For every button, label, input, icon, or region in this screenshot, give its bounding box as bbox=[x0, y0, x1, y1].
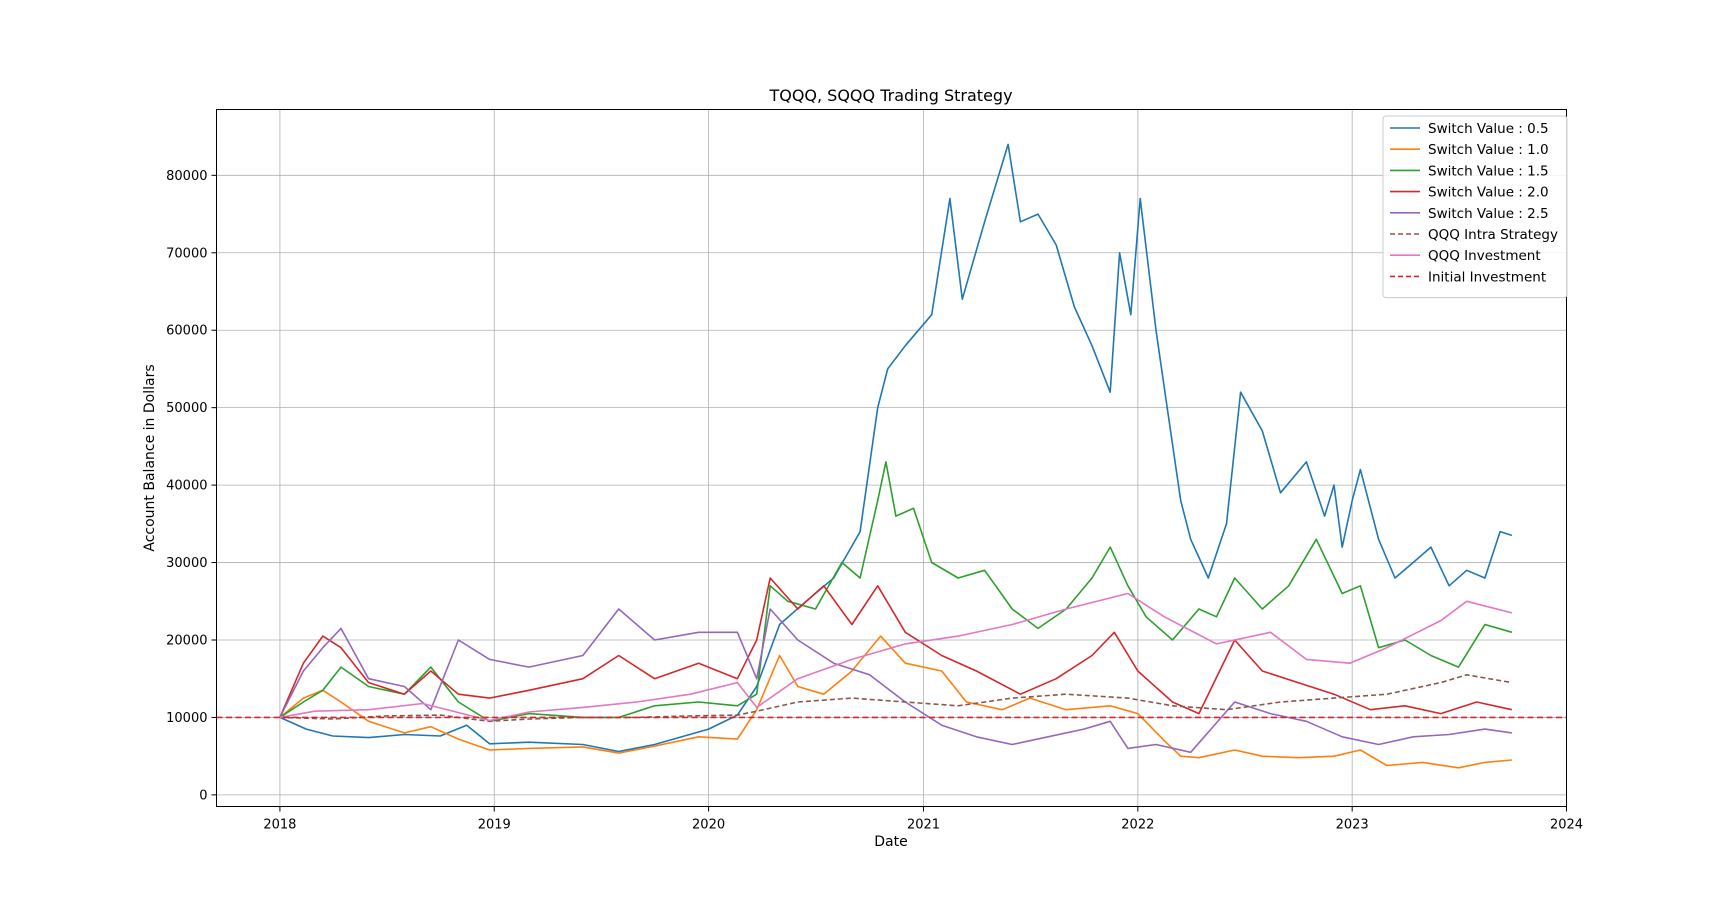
plot-frame bbox=[216, 109, 1567, 807]
legend-label: Switch Value : 2.5 bbox=[1428, 206, 1549, 222]
series-line-switch-value-1-5 bbox=[279, 461, 1513, 723]
legend-label: Initial Investment bbox=[1428, 269, 1546, 285]
legend-box bbox=[1382, 115, 1568, 299]
x-tick-label: 2023 bbox=[1336, 818, 1369, 833]
y-axis: 0 10000 20000 30000 40000 50000 60000 70000 8000… bbox=[166, 169, 217, 803]
x-tick-label: 2022 bbox=[1121, 818, 1154, 833]
y-tick-label: 40000 bbox=[166, 479, 207, 494]
legend-label: Switch Value : 1.0 bbox=[1428, 142, 1549, 158]
legend-label: Switch Value : 2.0 bbox=[1428, 185, 1549, 201]
y-tick-label: 0 bbox=[199, 788, 207, 803]
x-tick-label: 2021 bbox=[907, 818, 940, 833]
series-line-switch-value-2-5 bbox=[279, 608, 1513, 754]
series-line-switch-value-2-0 bbox=[279, 577, 1513, 718]
series-line-switch-value-1-0 bbox=[279, 635, 1512, 769]
grid bbox=[216, 109, 1567, 807]
y-tick-label: 80000 bbox=[166, 169, 207, 184]
x-axis-label: Date bbox=[874, 834, 907, 850]
legend-label: Switch Value : 1.5 bbox=[1428, 163, 1549, 179]
x-tick-label: 2020 bbox=[692, 818, 725, 833]
chart-title: TQQQ, SQQQ Trading Strategy bbox=[768, 86, 1012, 105]
y-axis-label: Account Balance in Dollars bbox=[142, 364, 158, 551]
x-tick-label: 2024 bbox=[1550, 818, 1583, 833]
x-tick-label: 2019 bbox=[478, 818, 511, 833]
series-layer bbox=[216, 143, 1567, 769]
legend-label: QQQ Intra Strategy bbox=[1428, 227, 1558, 243]
x-axis: 2018 2019 2020 2021 2022 2023 2024 bbox=[263, 806, 1583, 833]
x-tick-label: 2018 bbox=[263, 818, 296, 833]
legend-label: QQQ Investment bbox=[1428, 248, 1541, 264]
series-line-switch-value-0-5 bbox=[279, 143, 1513, 753]
legend-label: Switch Value : 0.5 bbox=[1428, 121, 1549, 137]
y-tick-label: 50000 bbox=[166, 401, 207, 416]
y-tick-label: 70000 bbox=[166, 246, 207, 261]
series-line-qqq-intra-strategy bbox=[279, 674, 1513, 723]
y-tick-label: 20000 bbox=[166, 633, 207, 648]
y-tick-label: 60000 bbox=[166, 324, 207, 339]
legend: Switch Value : 0.5 Switch Value : 1.0 Swit… bbox=[1382, 115, 1568, 299]
y-tick-label: 30000 bbox=[166, 556, 207, 571]
y-tick-label: 10000 bbox=[166, 711, 207, 726]
